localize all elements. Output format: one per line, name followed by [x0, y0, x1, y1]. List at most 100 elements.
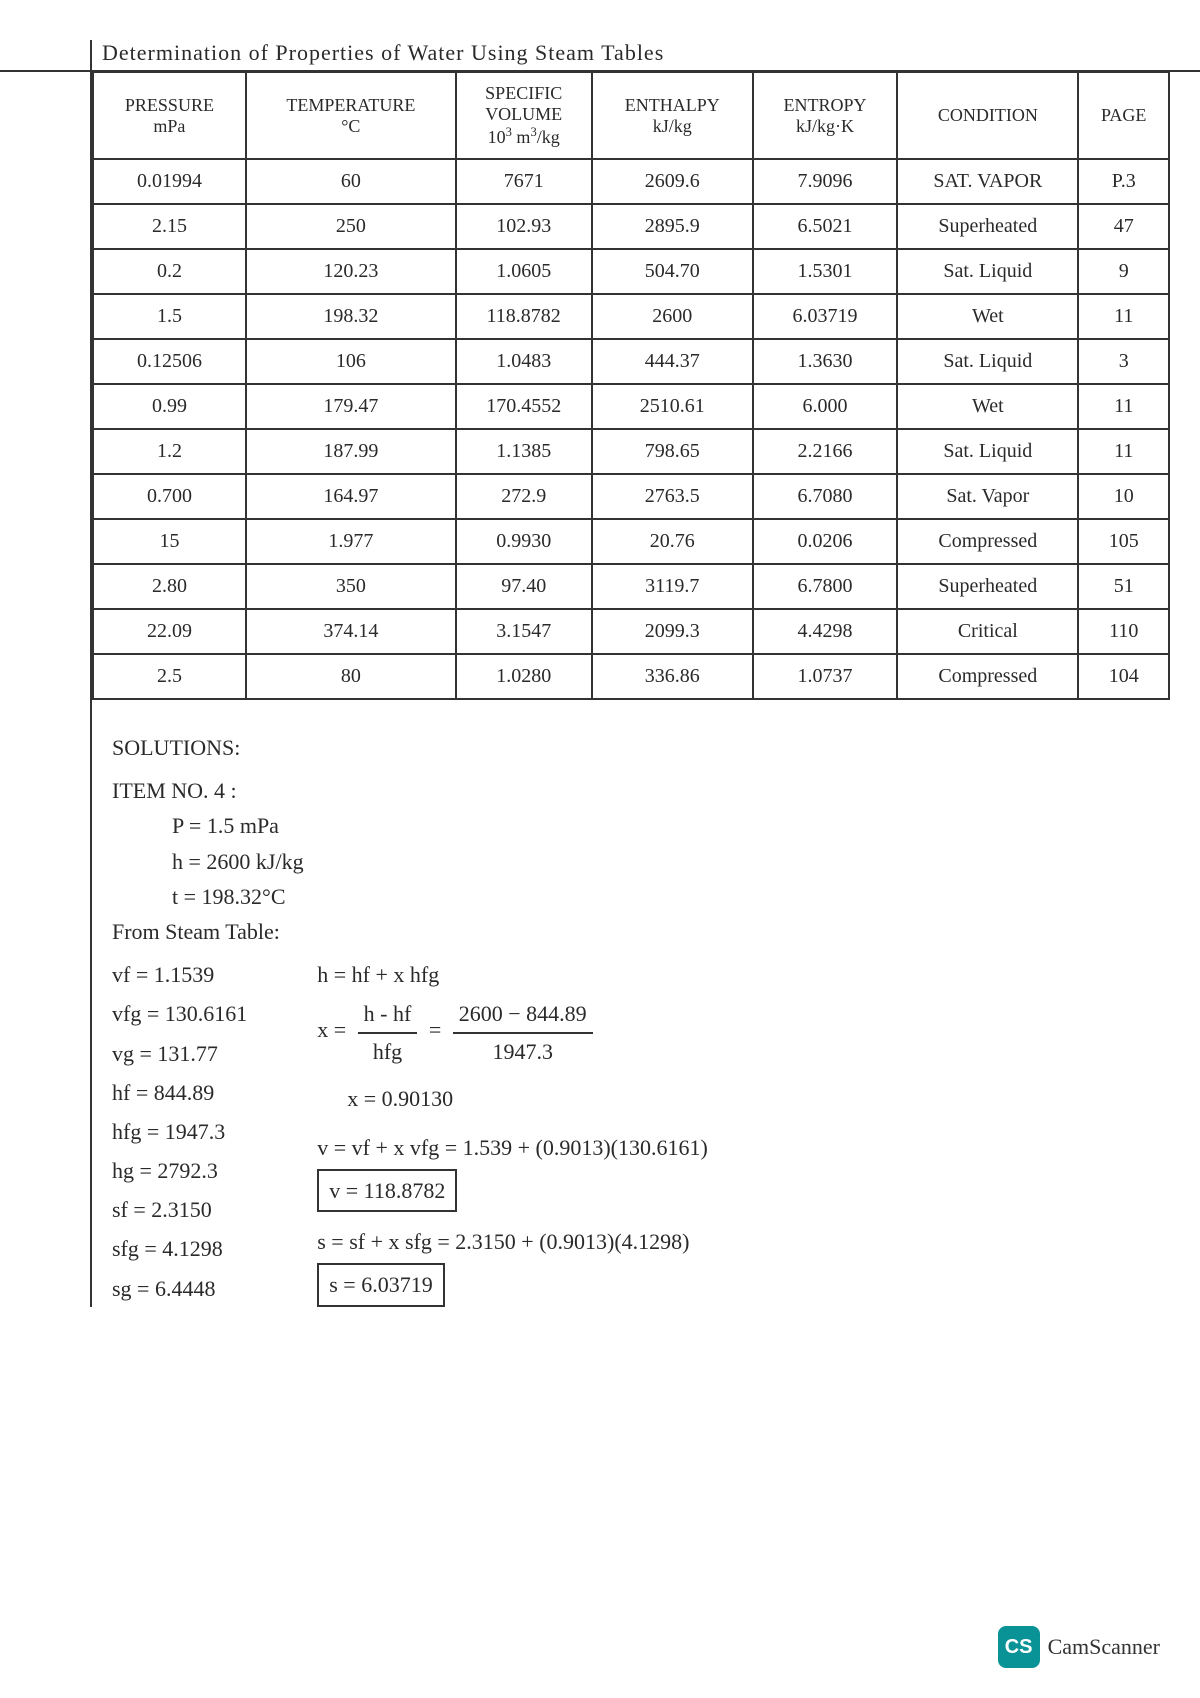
- val-vfg: vfg = 130.6161: [112, 996, 247, 1031]
- col-page: PAGE: [1078, 72, 1169, 159]
- cell-t: 164.97: [246, 474, 456, 519]
- cell-p: 1.5: [93, 294, 246, 339]
- page-content: Determination of Properties of Water Usi…: [90, 40, 1170, 1307]
- cell-p: 22.09: [93, 609, 246, 654]
- steam-left-col: vf = 1.1539 vfg = 130.6161 vg = 131.77 h…: [112, 957, 247, 1307]
- cell-p: 0.99: [93, 384, 246, 429]
- cell-c: SAT. VAPOR: [897, 159, 1078, 204]
- cell-s: 4.4298: [753, 609, 897, 654]
- v-result-box: v = 118.8782: [317, 1169, 457, 1212]
- table-row: 0.99179.47170.45522510.616.000Wet11: [93, 384, 1169, 429]
- steam-values-block: vf = 1.1539 vfg = 130.6161 vg = 131.77 h…: [112, 957, 1170, 1307]
- col-pressure: PRESSUREmPa: [93, 72, 246, 159]
- cell-v: 97.40: [456, 564, 592, 609]
- cell-t: 350: [246, 564, 456, 609]
- cell-pg: 3: [1078, 339, 1169, 384]
- top-rule: [0, 70, 1200, 72]
- cell-c: Superheated: [897, 564, 1078, 609]
- cell-c: Critical: [897, 609, 1078, 654]
- cell-p: 0.01994: [93, 159, 246, 204]
- from-steam-label: From Steam Table:: [112, 914, 1170, 949]
- cell-p: 0.12506: [93, 339, 246, 384]
- col-entropy: ENTROPYkJ/kg·K: [753, 72, 897, 159]
- cell-p: 1.2: [93, 429, 246, 474]
- cell-h: 2510.61: [592, 384, 753, 429]
- table-row: 0.700164.97272.92763.56.7080Sat. Vapor10: [93, 474, 1169, 519]
- cell-s: 0.0206: [753, 519, 897, 564]
- cell-h: 444.37: [592, 339, 753, 384]
- page-title: Determination of Properties of Water Usi…: [92, 40, 1170, 66]
- given-t: t = 198.32°C: [172, 879, 1170, 914]
- cell-h: 2600: [592, 294, 753, 339]
- cell-p: 2.80: [93, 564, 246, 609]
- cell-h: 2609.6: [592, 159, 753, 204]
- cell-h: 2895.9: [592, 204, 753, 249]
- val-hg: hg = 2792.3: [112, 1153, 247, 1188]
- cell-s: 1.5301: [753, 249, 897, 294]
- cell-s: 2.2166: [753, 429, 897, 474]
- table-row: 0.2120.231.0605504.701.5301Sat. Liquid9: [93, 249, 1169, 294]
- cell-h: 3119.7: [592, 564, 753, 609]
- cell-p: 0.700: [93, 474, 246, 519]
- cell-pg: 11: [1078, 429, 1169, 474]
- cell-t: 60: [246, 159, 456, 204]
- cell-t: 374.14: [246, 609, 456, 654]
- cell-pg: 51: [1078, 564, 1169, 609]
- cell-v: 1.0280: [456, 654, 592, 699]
- given-h: h = 2600 kJ/kg: [172, 844, 1170, 879]
- given-p: P = 1.5 mPa: [172, 808, 1170, 843]
- cell-t: 179.47: [246, 384, 456, 429]
- table-row: 151.9770.993020.760.0206Compressed105: [93, 519, 1169, 564]
- cell-v: 1.1385: [456, 429, 592, 474]
- cell-s: 6.5021: [753, 204, 897, 249]
- cell-v: 102.93: [456, 204, 592, 249]
- item-label: ITEM NO. 4 :: [112, 773, 1170, 808]
- solutions-title: SOLUTIONS:: [112, 730, 1170, 765]
- table-row: 22.09374.143.15472099.34.4298Critical110: [93, 609, 1169, 654]
- cell-v: 170.4552: [456, 384, 592, 429]
- table-row: 2.5801.0280336.861.0737Compressed104: [93, 654, 1169, 699]
- steam-table: PRESSUREmPa TEMPERATURE°C SPECIFICVOLUME…: [92, 71, 1170, 700]
- cell-pg: 10: [1078, 474, 1169, 519]
- solutions-section: SOLUTIONS: ITEM NO. 4 : P = 1.5 mPa h = …: [112, 730, 1170, 1307]
- cell-p: 2.15: [93, 204, 246, 249]
- col-spec-volume: SPECIFICVOLUME103 m3/kg: [456, 72, 592, 159]
- cell-s: 7.9096: [753, 159, 897, 204]
- cell-s: 6.000: [753, 384, 897, 429]
- cell-t: 187.99: [246, 429, 456, 474]
- col-condition: CONDITION: [897, 72, 1078, 159]
- watermark: CS CamScanner: [998, 1626, 1160, 1668]
- cell-s: 1.3630: [753, 339, 897, 384]
- cell-p: 15: [93, 519, 246, 564]
- cell-c: Compressed: [897, 654, 1078, 699]
- col-temperature: TEMPERATURE°C: [246, 72, 456, 159]
- col-enthalpy: ENTHALPYkJ/kg: [592, 72, 753, 159]
- cell-pg: 105: [1078, 519, 1169, 564]
- val-vf: vf = 1.1539: [112, 957, 247, 992]
- v-equation: v = vf + x vfg = 1.539 + (0.9013)(130.61…: [317, 1130, 708, 1165]
- s-equation: s = sf + x sfg = 2.3150 + (0.9013)(4.129…: [317, 1224, 708, 1259]
- table-row: 1.2187.991.1385798.652.2166Sat. Liquid11: [93, 429, 1169, 474]
- cell-pg: 9: [1078, 249, 1169, 294]
- cell-v: 272.9: [456, 474, 592, 519]
- cell-c: Sat. Vapor: [897, 474, 1078, 519]
- cell-h: 2099.3: [592, 609, 753, 654]
- cell-pg: 47: [1078, 204, 1169, 249]
- cell-t: 250: [246, 204, 456, 249]
- cell-p: 2.5: [93, 654, 246, 699]
- cell-t: 120.23: [246, 249, 456, 294]
- val-sf: sf = 2.3150: [112, 1192, 247, 1227]
- cell-v: 1.0483: [456, 339, 592, 384]
- x-result: x = 0.90130: [347, 1081, 708, 1116]
- cell-p: 0.2: [93, 249, 246, 294]
- val-sfg: sfg = 4.1298: [112, 1231, 247, 1266]
- table-row: 2.15250102.932895.96.5021Superheated47: [93, 204, 1169, 249]
- cell-pg: 104: [1078, 654, 1169, 699]
- val-hf: hf = 844.89: [112, 1075, 247, 1110]
- cell-t: 106: [246, 339, 456, 384]
- cell-t: 1.977: [246, 519, 456, 564]
- cell-s: 1.0737: [753, 654, 897, 699]
- camscanner-icon: CS: [998, 1626, 1040, 1668]
- h-equation: h = hf + x hfg: [317, 957, 708, 992]
- table-body: 0.019946076712609.67.9096SAT. VAPORP.32.…: [93, 159, 1169, 699]
